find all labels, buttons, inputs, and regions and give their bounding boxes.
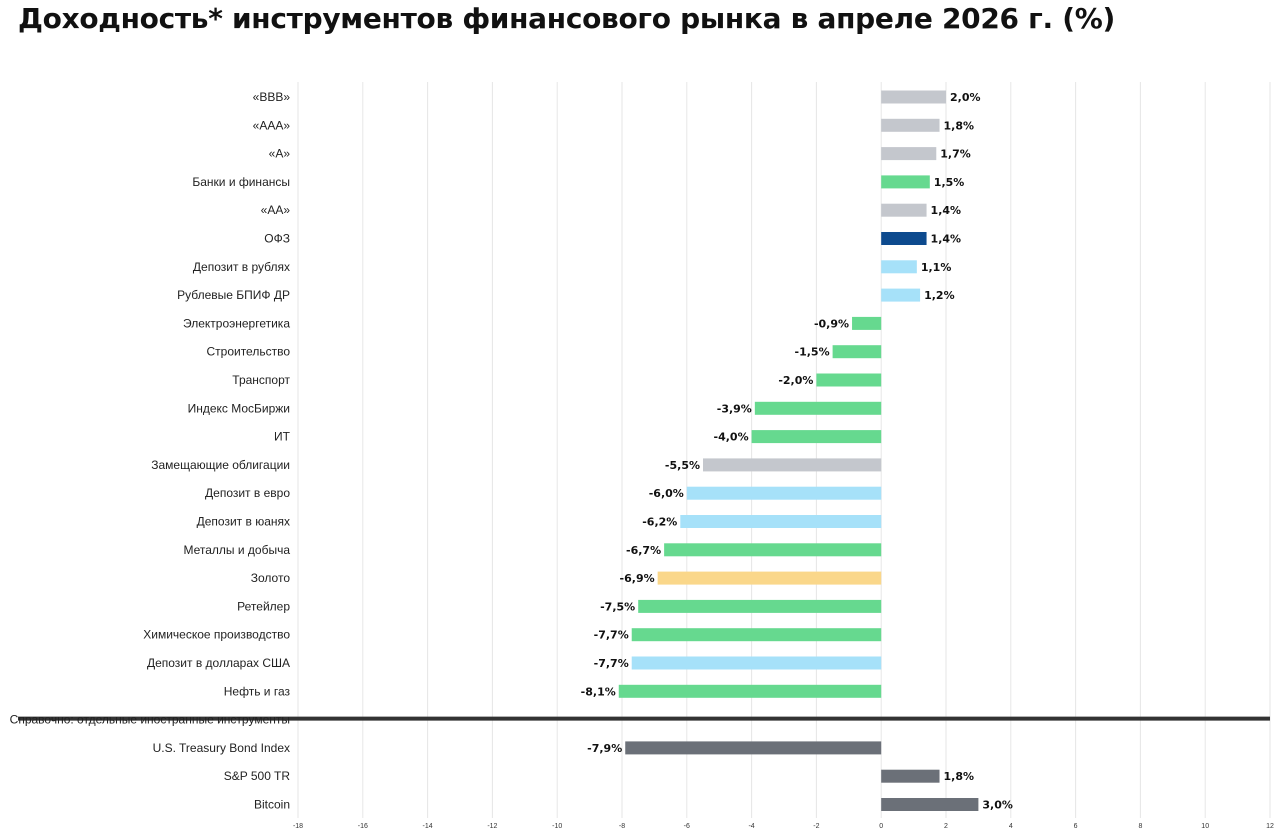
bar — [751, 430, 882, 444]
bars — [618, 90, 979, 811]
bar — [881, 288, 921, 302]
x-tick-label: 8 — [1138, 823, 1142, 830]
category-labels: «BBB» «AAA» «A» Банки и финансы «AA» ОФЗ Депоз… — [10, 90, 291, 812]
value-label: 1,8% — [944, 119, 975, 132]
value-label: -7,7% — [594, 657, 629, 670]
value-label: -7,5% — [600, 600, 635, 613]
category-label: Депозит в долларах США — [147, 656, 290, 670]
x-tick-label: -18 — [293, 823, 303, 830]
category-label: Депозит в юанях — [197, 515, 290, 529]
value-label: -8,1% — [581, 685, 616, 698]
x-tick-label: -4 — [748, 823, 754, 830]
x-tick-label: 2 — [944, 823, 948, 830]
category-label: «AA» — [261, 203, 291, 217]
category-label: «A» — [269, 147, 291, 161]
category-label: U.S. Treasury Bond Index — [153, 741, 290, 755]
value-label: 1,4% — [931, 233, 962, 246]
value-label: -1,5% — [795, 346, 830, 359]
category-label: Металлы и добыча — [183, 543, 290, 557]
x-tick-label: -2 — [813, 823, 819, 830]
value-label: -6,0% — [649, 487, 684, 500]
category-label: ОФЗ — [264, 232, 290, 246]
category-label: Транспорт — [232, 373, 290, 387]
bar — [881, 798, 979, 811]
value-label: -6,2% — [642, 516, 677, 529]
chart-title: Доходность* инструментов финансового рын… — [18, 2, 1115, 35]
category-label: Строительство — [206, 345, 290, 359]
bar — [816, 373, 882, 387]
value-label: -6,9% — [620, 572, 655, 585]
bar — [881, 147, 937, 161]
bar — [881, 175, 930, 189]
bar — [631, 628, 882, 642]
value-label: -0,9% — [814, 317, 849, 330]
value-label: 1,2% — [924, 289, 955, 302]
value-label: -3,9% — [717, 402, 752, 415]
category-label: Электроэнергетика — [183, 316, 290, 330]
value-label: 3,0% — [982, 799, 1013, 812]
category-label: Индекс МосБиржи — [188, 401, 290, 415]
bar — [754, 401, 882, 415]
bar — [881, 90, 946, 104]
bar — [703, 458, 882, 472]
category-label: Банки и финансы — [192, 175, 290, 189]
grid-lines — [18, 82, 1271, 818]
bar — [638, 599, 882, 613]
category-label: Замещающие облигации — [151, 458, 290, 472]
category-label: Золото — [251, 571, 291, 585]
bar — [881, 769, 940, 783]
x-tick-label: -16 — [358, 823, 368, 830]
x-tick-label: 4 — [1009, 823, 1013, 830]
value-label: 2,0% — [950, 91, 981, 104]
x-tick-label: -6 — [684, 823, 690, 830]
value-label: 1,4% — [931, 204, 962, 217]
bar — [881, 118, 940, 132]
value-label: 1,7% — [940, 148, 971, 161]
category-label: Bitcoin — [254, 798, 290, 812]
category-label: Ретейлер — [237, 599, 290, 613]
value-label: -4,0% — [714, 431, 749, 444]
value-label: -7,9% — [587, 742, 622, 755]
bar — [852, 316, 882, 330]
category-label: ИТ — [274, 430, 291, 444]
bar — [680, 515, 882, 528]
bar — [618, 684, 882, 698]
category-label: Депозит в рублях — [193, 260, 290, 274]
value-label: -5,5% — [665, 459, 700, 472]
bar — [657, 571, 882, 585]
bar — [881, 260, 917, 274]
category-label: Нефть и газ — [224, 684, 291, 698]
category-label: «AAA» — [253, 118, 291, 132]
value-label: -7,7% — [594, 629, 629, 642]
value-label: -2,0% — [778, 374, 813, 387]
category-label: S&P 500 TR — [224, 769, 291, 783]
value-labels: 2,0% 1,8% 1,7% 1,5% 1,4% 1,4% 1,1% 1,2% -0,9% -1,… — [581, 91, 1013, 812]
x-tick-label: 0 — [879, 823, 883, 830]
x-tick-label: -14 — [423, 823, 433, 830]
bar — [881, 203, 927, 217]
value-label: 1,1% — [921, 261, 952, 274]
bar — [832, 345, 882, 359]
x-tick-label: 10 — [1201, 823, 1209, 830]
x-tick-label: -10 — [552, 823, 562, 830]
bar — [631, 656, 882, 670]
bar — [625, 741, 882, 755]
category-label: Депозит в евро — [205, 486, 290, 500]
category-label: Рублевые БПИФ ДР — [177, 288, 290, 302]
value-label: 1,5% — [934, 176, 965, 189]
value-label: -6,7% — [626, 544, 661, 557]
value-label: 1,8% — [944, 770, 975, 783]
category-label: Химическое производство — [143, 628, 290, 642]
x-tick-label: -12 — [487, 823, 497, 830]
bar — [664, 543, 882, 557]
x-tick-label: 12 — [1266, 823, 1274, 830]
x-tick-label: -8 — [619, 823, 625, 830]
x-tick-label: 6 — [1074, 823, 1078, 830]
category-label: «BBB» — [253, 90, 291, 104]
x-axis-tick-labels: -18 -16 -14 -12 -10 -8 -6 -4 -2 0 2 4 6 8 10 12 — [293, 823, 1274, 830]
bar — [881, 232, 927, 245]
section-separator-label: Справочно: отдельные иностранные инструм… — [10, 713, 290, 727]
bar — [686, 486, 882, 500]
